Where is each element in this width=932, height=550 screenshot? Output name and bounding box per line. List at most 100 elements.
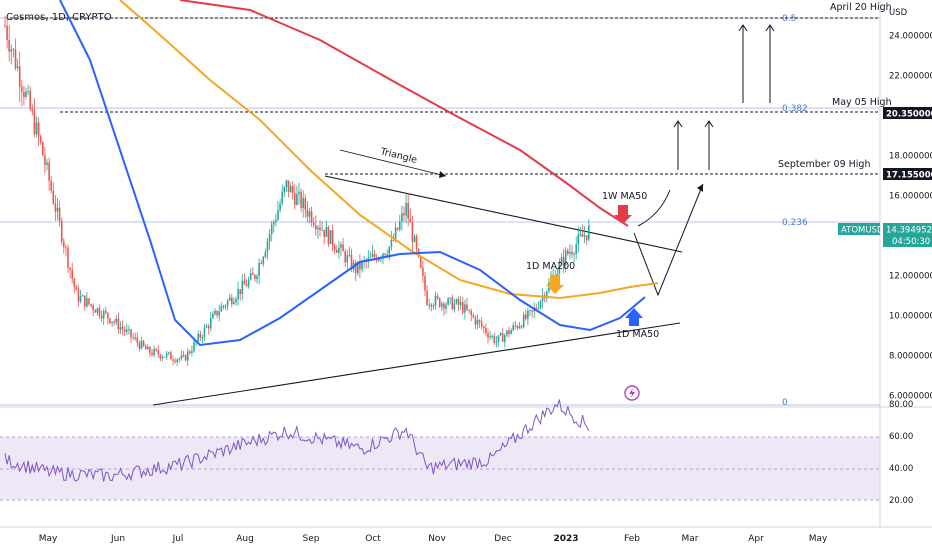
candle-body (84, 295, 86, 307)
candle-body (176, 359, 178, 363)
candle-body (434, 295, 437, 306)
rsi-tick-label: 20.00 (889, 496, 913, 506)
candle-body (331, 230, 334, 246)
candle-body (514, 325, 517, 327)
candle-body (359, 261, 361, 270)
candle-body (449, 297, 451, 299)
candle-body (46, 162, 48, 166)
time-tick-label: Jun (110, 534, 125, 544)
candle-body (394, 227, 397, 241)
april20-high-label: April 20 High (830, 2, 892, 13)
candle-body (539, 300, 542, 308)
time-axis-ticks: May Jun Jul Aug Sep Oct Nov Dec 2023 Feb Mar Apr May (39, 534, 828, 544)
candle-body (14, 49, 17, 69)
candle-body (144, 345, 147, 350)
candle-body (485, 328, 487, 334)
candle-body (233, 302, 235, 305)
lightning-icon[interactable] (629, 388, 635, 398)
candle-body (409, 218, 412, 223)
ma-1d-50-arrow (625, 308, 643, 326)
ma-1d-50-label: 1D MA50 (616, 329, 659, 340)
time-tick-label: Jul (172, 534, 184, 544)
fib-05-label: 0.5 (782, 14, 796, 24)
rsi-tick-label: 80.00 (889, 400, 913, 410)
candle-body (291, 186, 294, 194)
candle-body (237, 289, 239, 299)
candle-body (350, 254, 353, 270)
candle-body (142, 340, 145, 346)
candle-body (39, 136, 42, 143)
time-tick-label: Feb (624, 534, 640, 544)
may05-price-text: 20.3500000 (886, 110, 932, 120)
candle-body (159, 354, 162, 359)
candle-body (12, 49, 15, 51)
candle-body (579, 234, 582, 236)
candle-body (520, 326, 523, 328)
ma-1w-arrow (614, 205, 632, 224)
candle-body (415, 236, 418, 250)
candle-body (191, 351, 193, 353)
time-tick-label: May (39, 534, 58, 544)
time-tick-label: Sep (303, 534, 320, 544)
candle-body (77, 290, 80, 302)
lightning-icon-circle[interactable] (624, 385, 640, 401)
candle-body (210, 318, 212, 329)
candle-body (203, 327, 206, 338)
projection-path (633, 183, 704, 297)
candle-body (588, 225, 590, 240)
candle-body (252, 273, 254, 275)
candle-body (585, 235, 588, 240)
candle-body (426, 290, 428, 305)
candle-body (405, 202, 407, 216)
chart-header-title: Cosmos, 1D, CRYPTO (6, 12, 112, 23)
candle-body (403, 213, 405, 216)
candle-body (321, 229, 323, 231)
may05-price-tag (883, 107, 932, 119)
candle-body (224, 305, 227, 307)
candle-body (245, 284, 248, 287)
candle-body (493, 335, 496, 343)
sep09-price-tag (883, 168, 932, 180)
candle-body (25, 91, 27, 97)
candle-body (497, 335, 500, 342)
candle-body (6, 25, 8, 40)
candle-body (310, 211, 313, 223)
candle-body (35, 122, 38, 135)
candle-body (512, 325, 514, 331)
ticker-timer: 04:50:30 (892, 237, 930, 247)
candle-body (189, 351, 191, 353)
candle-body (346, 255, 349, 263)
candle-body (128, 329, 130, 331)
candle-body (220, 306, 223, 312)
candle-body (518, 326, 521, 329)
candle-body (317, 227, 319, 230)
candle-body (396, 227, 399, 230)
candle-body (354, 262, 357, 274)
sep09-price-text: 17.1550000 (886, 171, 932, 181)
candle-body (29, 91, 31, 110)
candle-body (163, 356, 166, 358)
candle-body (407, 202, 409, 219)
candle-body (136, 337, 139, 343)
candle-body (369, 256, 372, 258)
candle-body (42, 142, 44, 156)
candle-body (100, 315, 103, 319)
candle-body (33, 110, 36, 135)
candle-body (438, 297, 441, 307)
candle-body (249, 273, 252, 280)
candle-body (459, 302, 462, 306)
time-tick-label: 2023 (553, 534, 578, 544)
candle-body (231, 297, 233, 305)
target-arrowheads (673, 24, 775, 128)
candle-body (60, 220, 63, 242)
candle-body (10, 49, 13, 52)
candles-group (4, 15, 590, 367)
sep09-high-label: September 09 High (778, 159, 870, 170)
candle-body (510, 330, 512, 334)
candle-body (117, 318, 120, 330)
price-tick-label: 10.0000000 (889, 312, 932, 322)
candle-body (567, 250, 569, 254)
candle-body (522, 314, 525, 328)
